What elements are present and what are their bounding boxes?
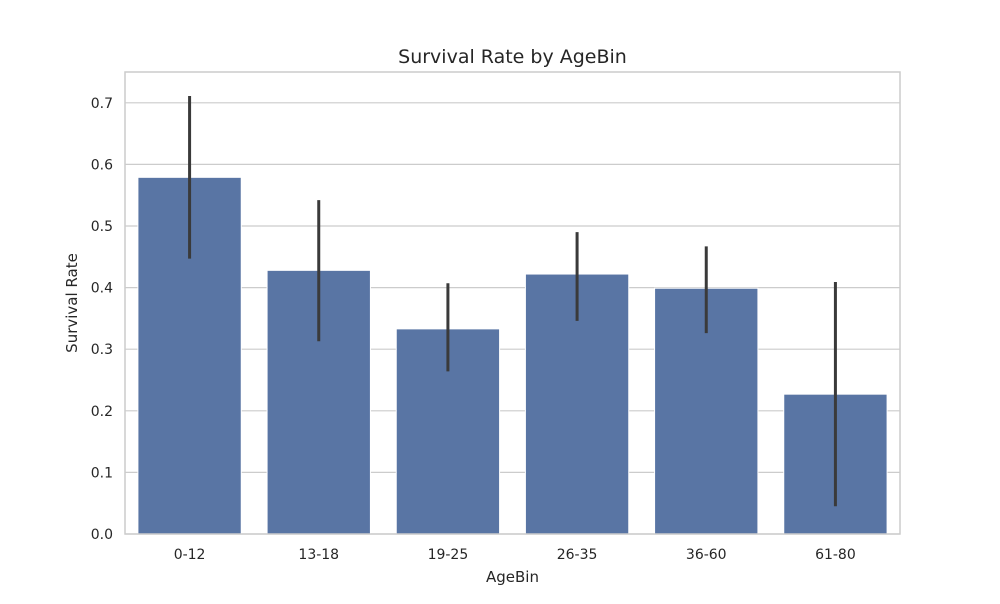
x-tick-labels: 0-12 13-18 19-25 26-35 36-60 61-80 (174, 547, 856, 563)
grid-lines (125, 102, 900, 535)
bar-26-35 (524, 273, 630, 535)
error-bars (188, 96, 837, 507)
y-tick-label: 0.0 (91, 527, 113, 543)
x-axis-label: AgeBin (486, 568, 539, 586)
x-tick-label: 36-60 (686, 547, 727, 563)
y-tick-label: 0.1 (91, 465, 113, 481)
x-tick-label: 61-80 (815, 547, 856, 563)
y-tick-label: 0.2 (91, 404, 113, 420)
x-tick-label: 0-12 (174, 547, 206, 563)
bars (137, 176, 888, 535)
y-tick-label: 0.4 (91, 281, 113, 297)
chart-title: Survival Rate by AgeBin (398, 46, 627, 68)
y-tick-label: 0.7 (91, 96, 113, 112)
y-tick-labels: 0.0 0.1 0.2 0.3 0.4 0.5 0.6 0.7 (91, 96, 113, 543)
y-tick-label: 0.3 (91, 342, 113, 358)
x-tick-label: 19-25 (428, 547, 469, 563)
plot-frame (124, 71, 901, 535)
y-tick-label: 0.5 (91, 219, 113, 235)
x-tick-label: 26-35 (557, 547, 598, 563)
x-tick-label: 13-18 (298, 547, 339, 563)
y-axis-label: Survival Rate (63, 253, 81, 353)
y-tick-label: 0.6 (91, 157, 113, 173)
